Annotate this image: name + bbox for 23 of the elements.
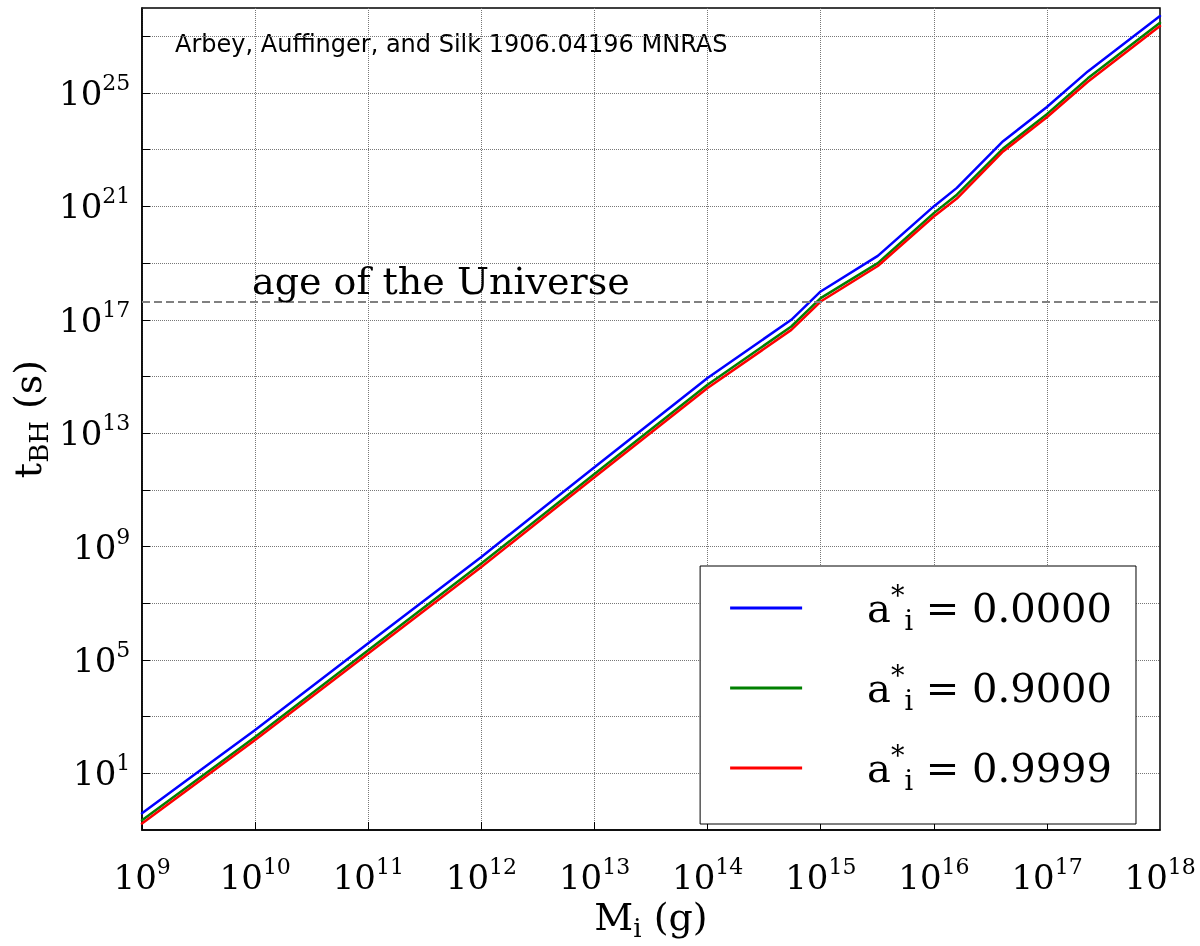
x-tick-label: 10$^{14}$ [672,853,744,897]
y-tick-label: 10$^{17}$ [59,296,131,340]
legend-label: a*i = 0.0000 [867,580,1112,636]
annotation: Arbey, Auffinger, and Silk 1906.04196 MNRAS [175,30,728,58]
x-tick-label: 10$^{15}$ [785,853,857,897]
y-tick-label: 10$^{9}$ [73,523,131,567]
x-tick-label: 10$^{12}$ [445,853,518,897]
x-tick-label: 10$^{9}$ [113,853,171,897]
x-tick-label: 10$^{17}$ [1011,853,1083,897]
y-tick-label: 10$^{1}$ [73,749,131,794]
x-tick-label: 10$^{18}$ [1124,853,1196,897]
legend-label: a*i = 0.9999 [867,740,1112,796]
ref-line-label: age of the Universe [252,258,630,303]
x-tick-label: 10$^{10}$ [219,853,291,897]
y-tick-label: 10$^{13}$ [59,409,131,454]
x-tick-label: 10$^{13}$ [558,853,631,897]
y-tick-label: 10$^{25}$ [59,69,131,114]
y-axis-title: tBH (s) [5,359,54,479]
x-tick-label: 10$^{11}$ [332,853,404,897]
legend-label: a*i = 0.9000 [867,660,1112,716]
x-tick-label: 10$^{16}$ [898,853,970,897]
y-tick-label: 10$^{5}$ [73,636,131,680]
y-tick-label: 10$^{21}$ [59,183,131,227]
